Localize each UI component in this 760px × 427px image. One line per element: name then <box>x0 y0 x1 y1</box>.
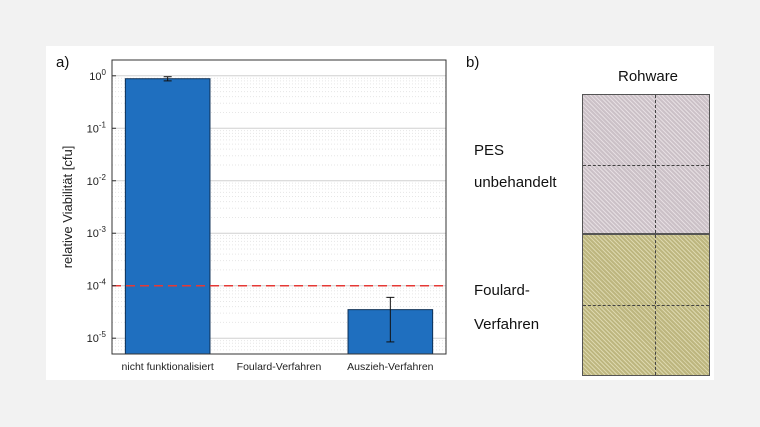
row-label-verfahren: Verfahren <box>474 316 540 333</box>
y-tick-label: 10-4 <box>87 278 107 293</box>
axes-frame <box>111 59 447 355</box>
figure-panel: a) b) nicht funktionalisiert Foulard-Verf… <box>46 46 714 380</box>
seam-horizontal <box>583 305 709 306</box>
y-tick-label: 10-3 <box>87 225 107 240</box>
x-tick-label: Auszieh-Verfahren <box>347 361 434 373</box>
y-tick-label: 10-5 <box>87 330 107 345</box>
row-label-pes: PES <box>474 142 505 159</box>
row-label-unbehandelt: unbehandelt <box>474 174 557 191</box>
fabric-swatch-foulard <box>582 234 710 376</box>
y-tick-label: 10-1 <box>87 120 107 135</box>
x-tick-label: nicht funktionalisiert <box>122 361 214 373</box>
x-tick-label: Foulard-Verfahren <box>237 361 322 373</box>
fabric-swatch-pes-unbehandelt <box>582 94 710 234</box>
y-tick-label: 100 <box>89 68 106 83</box>
y-tick-label: 10-2 <box>87 173 107 188</box>
panel-b-label: b) <box>466 54 480 71</box>
bar-chart: nicht funktionalisiert Foulard-Verfahren A… <box>60 59 447 373</box>
seam-vertical <box>655 95 656 233</box>
rohware-header: Rohware <box>618 68 679 85</box>
bar <box>124 78 211 355</box>
row-label-foulard: Foulard- <box>474 282 530 299</box>
panel-a-label: a) <box>56 54 70 71</box>
seam-horizontal <box>583 165 709 166</box>
y-axis-label: relative Viabilität [cfu] <box>60 146 75 269</box>
